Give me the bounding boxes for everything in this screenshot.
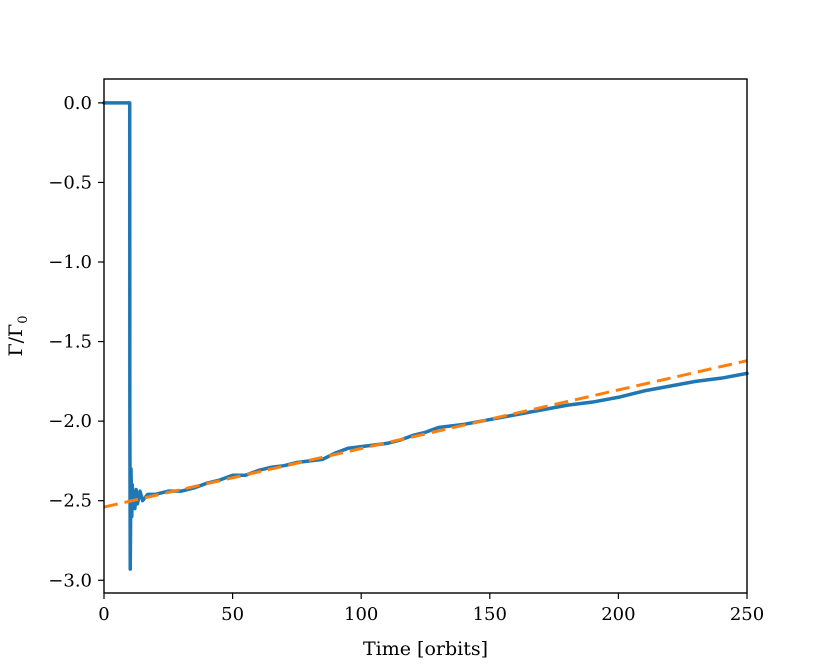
y-tick-label: −1.0 — [48, 252, 92, 273]
y-tick-label: −2.0 — [48, 411, 92, 432]
y-tick-label: −0.5 — [48, 172, 92, 193]
y-tick-label: 0.0 — [63, 93, 92, 114]
x-axis-label: Time [orbits] — [363, 638, 488, 660]
x-tick-label: 100 — [344, 604, 378, 625]
y-tick-label: −3.0 — [48, 570, 92, 591]
x-tick-label: 250 — [730, 604, 764, 625]
x-axis: 0 50 100 150 200 250 — [98, 593, 764, 625]
y-axis-label-main: Γ/Γ — [5, 324, 27, 357]
x-tick-label: 50 — [221, 604, 244, 625]
x-tick-label: 0 — [98, 604, 109, 625]
y-tick-label: −2.5 — [48, 491, 92, 512]
y-axis-label: Γ/Γ0 — [5, 315, 31, 356]
y-tick-label: −1.5 — [48, 332, 92, 353]
series-layer — [102, 101, 749, 571]
x-tick-label: 150 — [473, 604, 507, 625]
y-axis-label-subscript: 0 — [16, 315, 31, 323]
fit-line-dashed — [103, 359, 748, 509]
y-axis: 0.0 −0.5 −1.0 −1.5 −2.0 −2.5 −3.0 — [48, 93, 104, 591]
plot-frame — [103, 78, 748, 594]
x-tick-label: 200 — [601, 604, 635, 625]
